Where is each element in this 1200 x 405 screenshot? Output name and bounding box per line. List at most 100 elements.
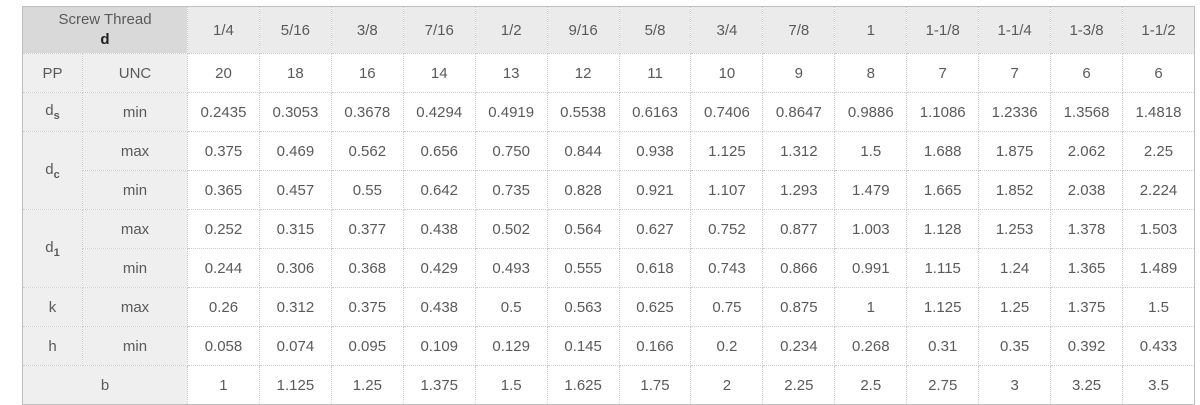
value-cell: 0.3053 (258, 92, 332, 132)
value-cell: 0.438 (402, 287, 476, 327)
value-cell: 0.938 (618, 131, 692, 171)
value-cell: 1.5 (834, 131, 908, 171)
size-header-cell: 7/8 (762, 6, 836, 54)
value-cell: 1.3568 (1050, 92, 1123, 132)
value-cell: 0.438 (402, 209, 476, 249)
value-cell: 0.4294 (402, 92, 476, 132)
row-dc-min: min 0.365 0.457 0.55 0.642 0.735 0.828 0.921 1.… (23, 170, 1195, 210)
value-cell: 1.378 (1050, 209, 1123, 249)
size-header-cell: 3/8 (330, 6, 404, 54)
value-cell: 2.038 (1050, 170, 1123, 210)
size-header-cell: 1 (834, 6, 908, 54)
row-k-max: k max 0.26 0.312 0.375 0.438 0.5 0.563 0.625 0.… (22, 287, 1195, 327)
row-dc-max: dc max 0.375 0.469 0.562 0.656 0.750 0.844 0.9… (22, 131, 1195, 210)
value-cell: 1.107 (690, 170, 764, 210)
row-d1-max: d1 max 0.252 0.315 0.377 0.438 0.502 0.564 0.6… (22, 209, 1195, 288)
value-cell: 7 (906, 53, 980, 93)
value-cell: 0.75 (690, 287, 764, 327)
value-cell: 0.752 (690, 209, 764, 249)
value-cell: 1 (187, 365, 260, 405)
qualifier-cell: max (81, 209, 189, 249)
size-header-cell: 1/2 (474, 6, 548, 54)
value-cell: 0.828 (546, 170, 620, 210)
value-cell: 0.877 (762, 209, 836, 249)
value-cell: 0.433 (1122, 326, 1195, 366)
value-cell: 0.991 (834, 248, 908, 288)
value-cell: 0.244 (187, 248, 260, 288)
value-cell: 0.564 (546, 209, 620, 249)
value-cell: 0.365 (187, 170, 260, 210)
value-cell: 20 (187, 53, 260, 93)
value-cell: 0.9886 (834, 92, 908, 132)
value-cell: 0.55 (330, 170, 404, 210)
value-cell: 6 (1050, 53, 1123, 93)
value-cell: 0.921 (618, 170, 692, 210)
corner-subtitle: d (100, 31, 110, 48)
value-cell: 12 (546, 53, 620, 93)
value-cell: 0.493 (474, 248, 548, 288)
size-header-cell: 1-1/8 (906, 6, 980, 54)
value-cell: 6 (1122, 53, 1195, 93)
value-cell: 1.75 (618, 365, 692, 405)
value-cell: 14 (402, 53, 476, 93)
row-label-dc: dc (22, 131, 83, 210)
value-cell: 1.5 (474, 365, 548, 405)
value-cell: 0.5538 (546, 92, 620, 132)
value-cell: 1.24 (978, 248, 1052, 288)
value-cell: 0.2435 (187, 92, 260, 132)
value-cell: 0.4919 (474, 92, 548, 132)
size-header-cell: 1-1/4 (978, 6, 1052, 54)
value-cell: 0.866 (762, 248, 836, 288)
value-cell: 0.562 (330, 131, 404, 171)
qualifier-cell: min (81, 248, 189, 288)
value-cell: 0.627 (618, 209, 692, 249)
value-cell: 13 (474, 53, 548, 93)
value-cell: 0.35 (978, 326, 1052, 366)
size-header-cell: 1/4 (187, 6, 260, 54)
value-cell: 0.109 (402, 326, 476, 366)
value-cell: 0.268 (834, 326, 908, 366)
value-cell: 0.735 (474, 170, 548, 210)
value-cell: 1.115 (906, 248, 980, 288)
value-cell: 0.7406 (690, 92, 764, 132)
qualifier-cell: min (81, 92, 189, 132)
value-cell: 0.095 (330, 326, 404, 366)
value-cell: 1.5 (1122, 287, 1195, 327)
row-label-d1: d1 (22, 209, 83, 288)
value-cell: 11 (618, 53, 692, 93)
value-cell: 0.315 (258, 209, 332, 249)
qualifier-cell: max (81, 287, 189, 327)
value-cell: 1.852 (978, 170, 1052, 210)
value-cell: 1.489 (1122, 248, 1195, 288)
value-cell: 10 (690, 53, 764, 93)
value-cell: 0.563 (546, 287, 620, 327)
qualifier-cell: UNC (81, 53, 189, 93)
value-cell: 2.5 (834, 365, 908, 405)
row-pp: PP UNC 20 18 16 14 13 12 11 10 9 8 7 7 6 6 (22, 53, 1195, 93)
size-header-cell: 3/4 (690, 6, 764, 54)
value-cell: 2.25 (1122, 131, 1195, 171)
value-cell: 8 (834, 53, 908, 93)
screw-thread-table: Screw Thread d 1/4 5/16 3/8 7/16 1/2 9/16 5/8 3… (21, 6, 1195, 405)
row-ds-min: ds min 0.2435 0.3053 0.3678 0.4294 0.4919 0.5… (22, 92, 1195, 132)
value-cell: 0.129 (474, 326, 548, 366)
value-cell: 0.377 (330, 209, 404, 249)
value-cell: 1.25 (978, 287, 1052, 327)
size-header-cell: 1-3/8 (1050, 6, 1123, 54)
size-header-cell: 1-1/2 (1122, 6, 1195, 54)
value-cell: 0.457 (258, 170, 332, 210)
value-cell: 0.8647 (762, 92, 836, 132)
row-label-pp: PP (22, 53, 83, 93)
row-b: b 1 1.125 1.25 1.375 1.5 1.625 1.75 2 2.25 2.5 2.7… (21, 365, 1195, 405)
value-cell: 1.25 (330, 365, 404, 405)
value-cell: 0.625 (618, 287, 692, 327)
value-cell: 0.166 (618, 326, 692, 366)
value-cell: 0.502 (474, 209, 548, 249)
size-header-row: Screw Thread d 1/4 5/16 3/8 7/16 1/2 9/16 5/8 3… (21, 6, 1195, 54)
value-cell: 0.234 (762, 326, 836, 366)
value-cell: 0.2 (690, 326, 764, 366)
value-cell: 1.375 (1050, 287, 1123, 327)
value-cell: 1.625 (546, 365, 620, 405)
corner-header-cell: Screw Thread d (21, 6, 189, 54)
value-cell: 1.1086 (906, 92, 980, 132)
